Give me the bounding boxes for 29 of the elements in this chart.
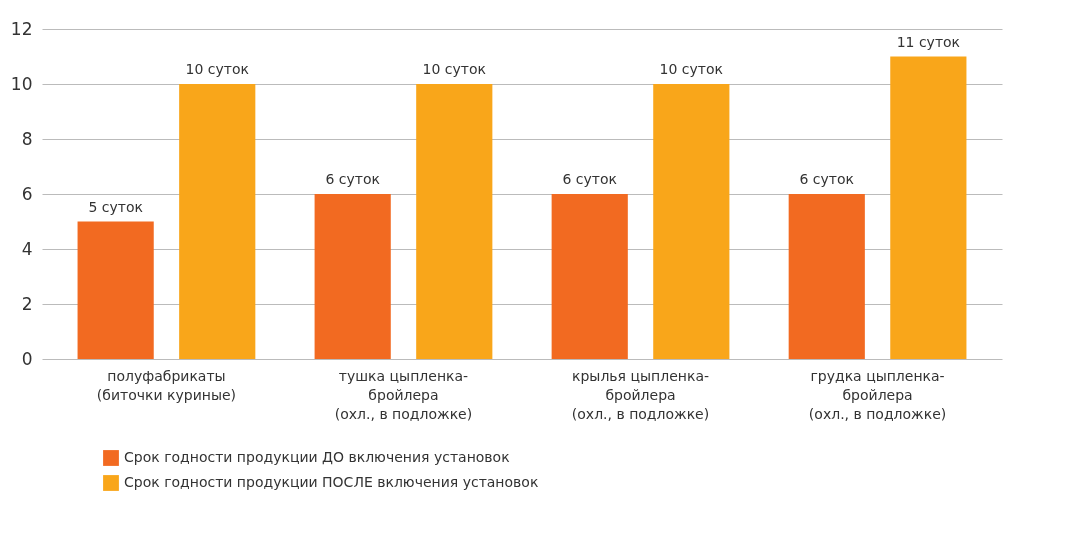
bar bbox=[77, 221, 154, 359]
y-tick-label: 2 bbox=[21, 293, 33, 314]
bar bbox=[890, 56, 967, 359]
y-tick-label: 0 bbox=[21, 348, 33, 369]
data-label: 6 суток bbox=[325, 171, 380, 187]
data-label: 5 суток bbox=[88, 198, 143, 215]
bar bbox=[788, 194, 865, 359]
x-tick-label: грудка цыпленка- бройлера (охл., в подложке) bbox=[808, 367, 947, 422]
data-label: 11 суток bbox=[896, 33, 961, 50]
x-tick-label: крылья цыпленка- бройлера (охл., в подложке) bbox=[571, 367, 710, 422]
y-tick-label: 4 bbox=[21, 238, 33, 259]
x-tick-label: тушка цыпленка- бройлера (охл., в подложке) bbox=[334, 367, 473, 422]
bar bbox=[551, 194, 628, 359]
bar bbox=[314, 194, 391, 359]
bar bbox=[179, 84, 256, 359]
data-label: 6 суток bbox=[562, 171, 617, 187]
y-tick-label: 6 bbox=[21, 183, 33, 204]
data-label: 10 суток bbox=[185, 61, 249, 77]
data-label: 10 суток bbox=[659, 61, 724, 77]
x-tick-label: полуфабрикаты (биточки куриные) bbox=[96, 367, 237, 403]
data-label: 6 суток bbox=[799, 171, 855, 187]
y-tick-label: 12 bbox=[10, 18, 33, 39]
data-label: 10 суток bbox=[422, 61, 486, 77]
y-tick-label: 10 bbox=[10, 73, 33, 94]
bar bbox=[653, 84, 730, 359]
legend-label: Срок годности продукции ДО включения установок bbox=[124, 449, 510, 465]
bar bbox=[416, 84, 493, 359]
y-tick-label: 8 bbox=[21, 128, 33, 149]
legend-label: Срок годности продукции ПОСЛЕ включения установок bbox=[124, 474, 539, 490]
